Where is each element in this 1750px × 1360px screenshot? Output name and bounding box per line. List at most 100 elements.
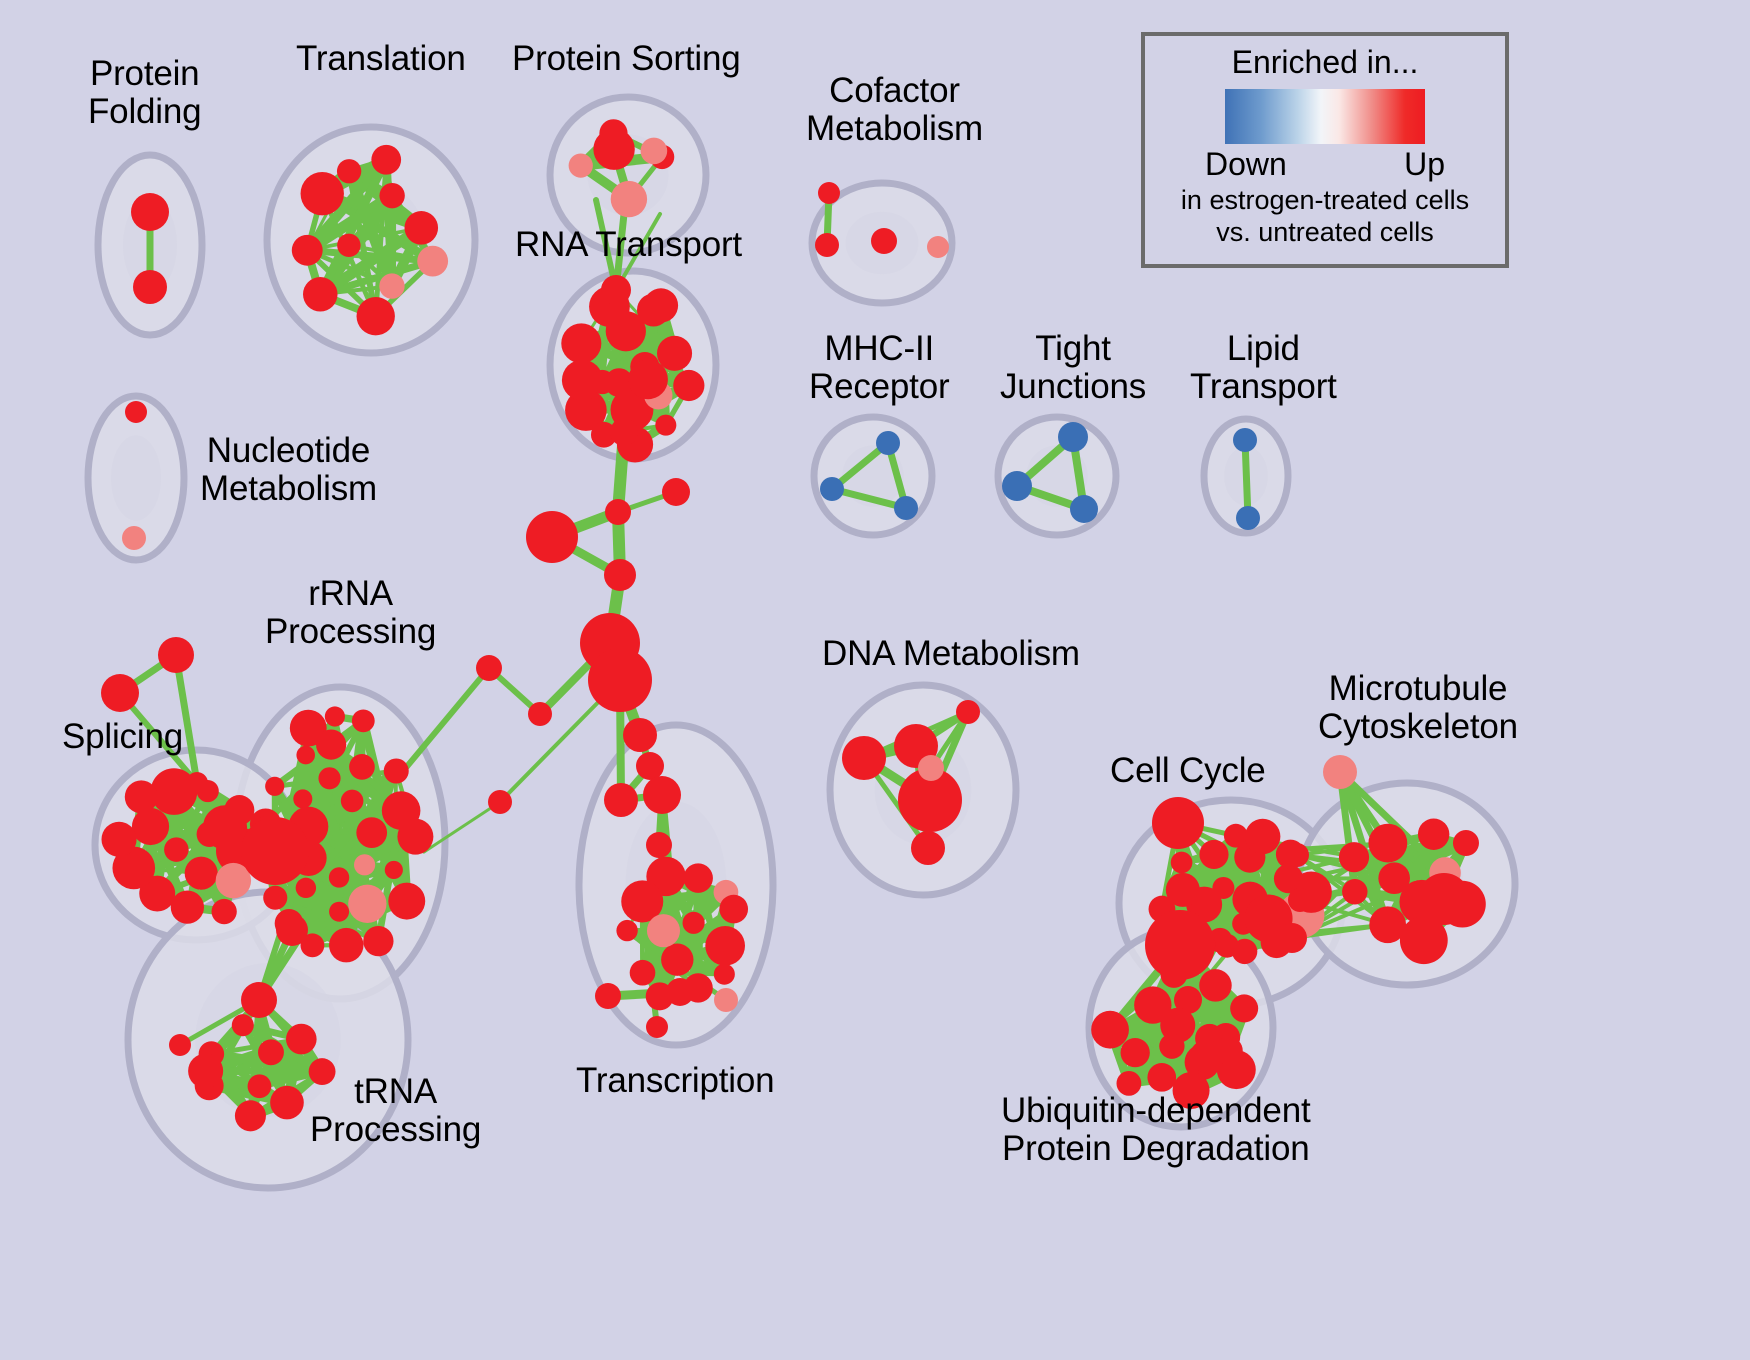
network-node[interactable] xyxy=(186,772,208,794)
network-node[interactable] xyxy=(682,911,705,934)
network-node[interactable] xyxy=(295,877,317,899)
network-node[interactable] xyxy=(336,159,362,184)
network-node[interactable] xyxy=(379,182,405,209)
network-node[interactable] xyxy=(1378,862,1410,895)
network-node[interactable] xyxy=(673,369,705,402)
network-node[interactable] xyxy=(300,933,325,958)
network-node[interactable] xyxy=(1368,823,1408,863)
network-node[interactable] xyxy=(1070,495,1098,523)
network-node[interactable] xyxy=(640,137,668,165)
network-node[interactable] xyxy=(636,752,664,780)
network-node[interactable] xyxy=(1342,879,1368,905)
network-node[interactable] xyxy=(604,783,638,817)
network-node[interactable] xyxy=(1285,843,1309,867)
network-edge[interactable] xyxy=(828,439,892,493)
network-node[interactable] xyxy=(125,401,147,423)
network-edge[interactable] xyxy=(828,485,910,512)
network-node[interactable] xyxy=(363,925,394,957)
network-node[interactable] xyxy=(270,1085,304,1120)
network-edge[interactable] xyxy=(638,904,738,977)
network-node[interactable] xyxy=(1189,1039,1223,1073)
network-node[interactable] xyxy=(1244,818,1281,855)
network-node[interactable] xyxy=(621,880,664,923)
network-node[interactable] xyxy=(241,817,309,885)
network-node[interactable] xyxy=(1214,1036,1243,1065)
network-node[interactable] xyxy=(561,359,603,401)
network-node[interactable] xyxy=(714,988,738,1012)
network-node[interactable] xyxy=(565,389,607,431)
network-node[interactable] xyxy=(354,854,376,876)
network-node[interactable] xyxy=(898,768,962,832)
network-node[interactable] xyxy=(719,894,749,924)
network-edge[interactable] xyxy=(1336,768,1449,877)
network-node[interactable] xyxy=(1369,906,1407,944)
network-node[interactable] xyxy=(158,637,194,673)
network-node[interactable] xyxy=(122,526,146,550)
network-edge[interactable] xyxy=(1295,853,1448,875)
network-node[interactable] xyxy=(1165,872,1200,907)
network-node[interactable] xyxy=(488,790,512,814)
network-node[interactable] xyxy=(131,807,170,846)
network-node[interactable] xyxy=(593,128,635,170)
network-node[interactable] xyxy=(291,234,323,266)
network-node[interactable] xyxy=(296,745,316,765)
network-node[interactable] xyxy=(588,648,652,712)
network-node[interactable] xyxy=(894,496,918,520)
network-node[interactable] xyxy=(285,1023,317,1055)
network-node[interactable] xyxy=(918,755,944,781)
network-node[interactable] xyxy=(276,914,308,946)
network-node[interactable] xyxy=(646,832,672,858)
network-node[interactable] xyxy=(124,780,158,814)
network-edge[interactable] xyxy=(316,155,391,299)
network-node[interactable] xyxy=(139,875,176,912)
network-node[interactable] xyxy=(383,758,409,784)
network-node[interactable] xyxy=(1058,422,1088,452)
network-node[interactable] xyxy=(211,898,237,925)
network-edge[interactable] xyxy=(172,651,201,787)
network-node[interactable] xyxy=(1159,1033,1185,1059)
network-node[interactable] xyxy=(101,674,139,712)
network-node[interactable] xyxy=(324,706,345,727)
network-node[interactable] xyxy=(112,846,156,890)
network-node[interactable] xyxy=(348,884,387,923)
network-node[interactable] xyxy=(604,559,636,591)
network-node[interactable] xyxy=(1417,818,1450,850)
network-node[interactable] xyxy=(101,821,137,857)
network-node[interactable] xyxy=(1152,797,1204,849)
network-node[interactable] xyxy=(815,233,839,257)
network-node[interactable] xyxy=(1223,823,1248,848)
network-node[interactable] xyxy=(842,736,886,780)
network-node[interactable] xyxy=(713,963,735,985)
network-node[interactable] xyxy=(628,359,668,400)
network-node[interactable] xyxy=(1199,839,1229,870)
network-node[interactable] xyxy=(646,914,681,948)
network-node[interactable] xyxy=(605,499,631,525)
network-node[interactable] xyxy=(188,1053,224,1089)
network-node[interactable] xyxy=(164,837,189,862)
network-node[interactable] xyxy=(293,789,313,809)
network-node[interactable] xyxy=(595,983,621,1009)
network-node[interactable] xyxy=(289,709,327,747)
network-node[interactable] xyxy=(1134,986,1172,1024)
network-node[interactable] xyxy=(169,1034,191,1056)
network-node[interactable] xyxy=(1399,916,1448,965)
network-node[interactable] xyxy=(1147,1062,1177,1092)
network-node[interactable] xyxy=(705,925,746,966)
network-edge[interactable] xyxy=(202,1067,326,1076)
network-node[interactable] xyxy=(616,919,638,942)
network-node[interactable] xyxy=(568,153,593,178)
network-node[interactable] xyxy=(215,862,252,899)
network-node[interactable] xyxy=(636,293,670,327)
network-node[interactable] xyxy=(265,776,285,796)
network-node[interactable] xyxy=(666,978,694,1006)
network-node[interactable] xyxy=(1145,910,1215,980)
network-node[interactable] xyxy=(263,885,288,910)
network-node[interactable] xyxy=(340,789,364,813)
network-node[interactable] xyxy=(397,818,434,855)
network-node[interactable] xyxy=(610,418,638,446)
network-node[interactable] xyxy=(927,236,949,258)
network-node[interactable] xyxy=(329,901,350,922)
network-node[interactable] xyxy=(1236,506,1260,530)
network-node[interactable] xyxy=(561,323,602,364)
network-node[interactable] xyxy=(646,1016,668,1038)
